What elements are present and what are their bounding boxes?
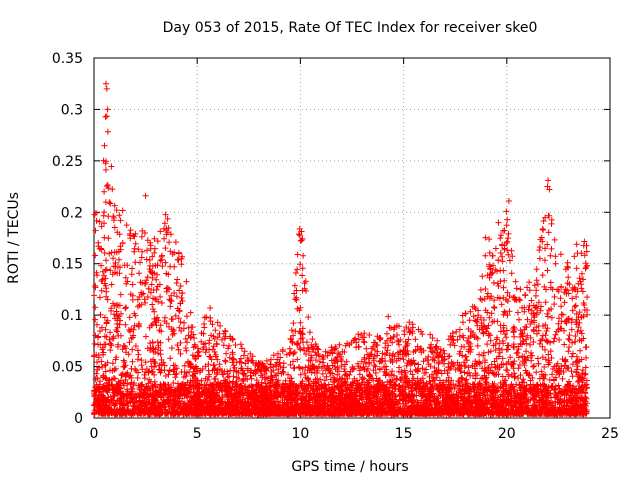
roti-point-cloud bbox=[91, 113, 591, 418]
x-axis-title: GPS time / hours bbox=[291, 459, 408, 475]
x-tick-label: 25 bbox=[601, 426, 619, 442]
outlier-point bbox=[103, 85, 110, 92]
x-tick-label: 0 bbox=[90, 426, 99, 442]
y-tick-label: 0.1 bbox=[61, 308, 83, 324]
x-tick-label: 10 bbox=[291, 426, 309, 442]
y-tick-label: 0.15 bbox=[52, 257, 83, 273]
outlier-point bbox=[495, 219, 502, 226]
outlier-point bbox=[104, 106, 111, 113]
outlier-point bbox=[505, 198, 512, 204]
y-tick-labels: 0 0.05 0.1 0.15 0.2 0.25 0.3 0.35 bbox=[52, 51, 83, 427]
y-tick-label: 0.3 bbox=[61, 102, 83, 118]
chart-title: Day 053 of 2015, Rate Of TEC Index for r… bbox=[163, 20, 538, 36]
x-tick-label: 15 bbox=[395, 426, 413, 442]
outlier-point bbox=[103, 80, 109, 87]
x-tick-label: 20 bbox=[498, 426, 516, 442]
x-tick-labels: 0 5 10 15 20 25 bbox=[90, 426, 619, 442]
x-tick-label: 5 bbox=[193, 426, 202, 442]
y-tick-label: 0.25 bbox=[52, 154, 83, 170]
outlier-point bbox=[142, 192, 149, 199]
data-points bbox=[91, 80, 591, 418]
y-tick-label: 0 bbox=[74, 411, 83, 427]
y-tick-label: 0.35 bbox=[52, 51, 83, 67]
plot-frame bbox=[93, 57, 611, 419]
y-tick-label: 0.2 bbox=[61, 205, 83, 221]
y-axis-title: ROTI / TECUs bbox=[6, 192, 22, 284]
y-tick-label: 0.05 bbox=[52, 360, 83, 376]
outlier-point bbox=[545, 177, 552, 184]
